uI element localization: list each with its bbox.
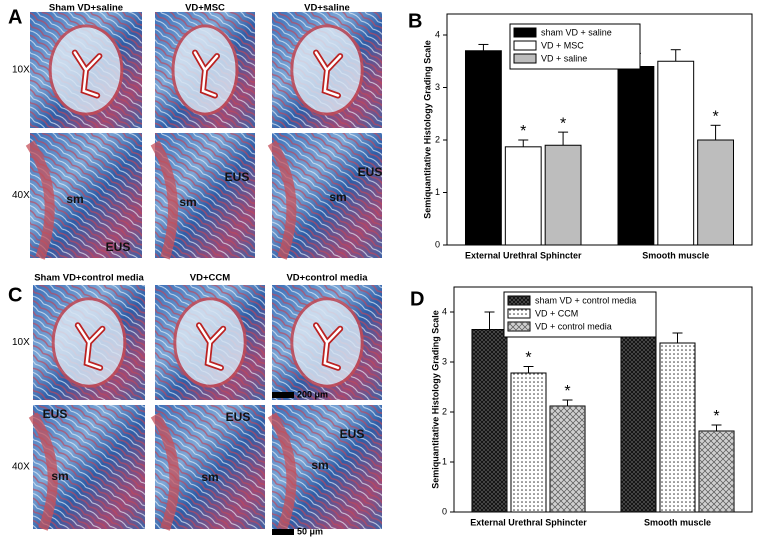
image-label: EUS [43, 407, 68, 421]
y-axis-label: Semiquantitative Histology Grading Scale [422, 40, 432, 219]
row-label: 10X [12, 337, 30, 348]
panel-letter: B [408, 10, 422, 32]
bar [657, 60, 695, 246]
y-tick-label: 1 [435, 187, 440, 197]
image-label: EUS [226, 410, 251, 424]
muscle-band [267, 412, 297, 531]
column-label: VD+saline [304, 3, 350, 14]
panel-letter: A [8, 6, 22, 28]
y-axis-label: Semiquantitative Histology Grading Scale [430, 310, 440, 489]
plot-frame [453, 286, 753, 513]
legend-label: VD + saline [541, 53, 587, 63]
significance-mark: * [712, 109, 718, 126]
column-label: Sham VD+control media [34, 273, 144, 284]
image-label: sm [179, 195, 196, 209]
bar [617, 66, 655, 246]
image-label: EUS [225, 170, 250, 184]
muscle-band [28, 412, 58, 531]
image-label: sm [66, 192, 83, 206]
scale-bar-label: 200 μm [297, 389, 328, 399]
muscle-band [25, 140, 55, 260]
lumen-inner [314, 51, 342, 97]
bar [544, 144, 582, 246]
bar-hatch [471, 329, 507, 512]
image-label: EUS [340, 427, 365, 441]
x-tick-label: Smooth muscle [642, 250, 709, 260]
y-tick-label: 3 [435, 82, 440, 92]
image-label: sm [311, 458, 328, 472]
bar [697, 139, 735, 246]
image-label: sm [51, 469, 68, 483]
legend-label: sham VD + saline [541, 27, 612, 37]
plot-frame [446, 13, 753, 246]
legend-hatch [508, 322, 530, 331]
y-tick-label: 2 [442, 406, 447, 416]
image-label: EUS [358, 165, 383, 179]
lumen-inner [314, 324, 342, 370]
legend-swatch [513, 53, 537, 64]
bar-hatch [620, 329, 656, 512]
scale-bar [272, 529, 294, 535]
y-tick-label: 0 [442, 506, 447, 516]
y-tick-label: 1 [442, 456, 447, 466]
row-label: 10X [12, 65, 30, 76]
legend-swatch [513, 27, 537, 38]
column-label: VD+MSC [185, 3, 225, 14]
significance-mark: * [560, 115, 566, 132]
y-tick-label: 3 [442, 356, 447, 366]
muscle-band [150, 412, 180, 531]
row-label: 40X [12, 462, 30, 473]
lumen-inner [193, 51, 219, 97]
image-label: EUS [106, 240, 131, 254]
bar-hatch [510, 373, 547, 512]
legend-label: VD + MSC [541, 40, 584, 50]
y-tick-label: 2 [435, 134, 440, 144]
legend-hatch [508, 296, 530, 305]
bar-hatch [550, 406, 586, 512]
bar [464, 50, 502, 246]
lumen-inner [73, 51, 101, 97]
scale-bar [272, 392, 294, 398]
x-tick-label: External Urethral Sphincter [465, 250, 582, 260]
significance-mark: * [564, 383, 570, 400]
lumen-inner [76, 324, 104, 370]
significance-mark: * [713, 408, 719, 425]
bar [504, 146, 542, 246]
x-tick-label: External Urethral Sphincter [470, 517, 587, 527]
legend-label: VD + control media [535, 321, 612, 331]
lumen-inner [197, 324, 225, 370]
legend-hatch [508, 309, 530, 318]
panel-letter: D [410, 288, 424, 310]
significance-mark: * [525, 350, 531, 367]
significance-mark: * [520, 123, 526, 140]
image-label: sm [329, 190, 346, 204]
legend-label: sham VD + control media [535, 295, 636, 305]
y-tick-label: 4 [435, 29, 440, 39]
muscle-band [267, 140, 297, 260]
scale-bar-label: 50 μm [297, 526, 323, 536]
bar-hatch [699, 431, 735, 512]
legend-label: VD + CCM [535, 308, 578, 318]
image-label: sm [201, 470, 218, 484]
x-tick-label: Smooth muscle [644, 517, 711, 527]
muscle-band [150, 140, 178, 260]
legend-swatch [513, 40, 537, 51]
y-tick-label: 0 [435, 239, 440, 249]
panel-letter: C [8, 284, 22, 306]
column-label: VD+CCM [190, 273, 230, 284]
column-label: Sham VD+saline [49, 3, 123, 14]
bar-hatch [659, 343, 696, 512]
column-label: VD+control media [286, 273, 368, 284]
y-tick-label: 4 [442, 306, 447, 316]
row-label: 40X [12, 190, 30, 201]
